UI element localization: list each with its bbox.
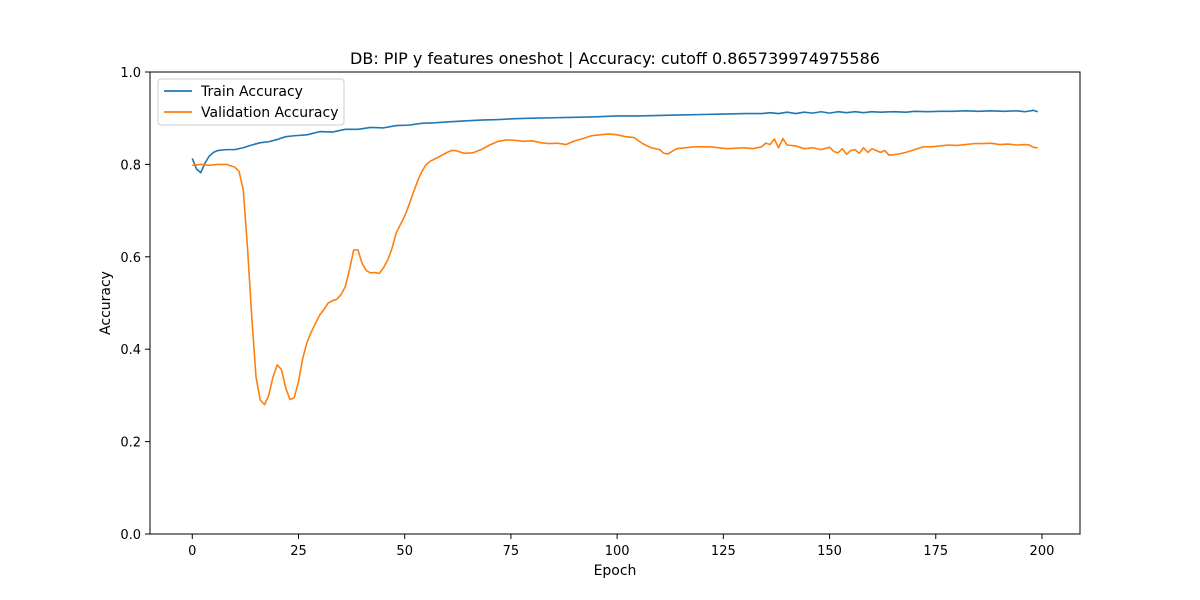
x-tick-label: 50	[396, 544, 413, 559]
legend: Train Accuracy Validation Accuracy	[157, 78, 345, 126]
x-tick-label: 200	[1030, 544, 1055, 559]
y-tick-label: 1.0	[120, 66, 141, 81]
y-tick-label: 0.2	[120, 436, 141, 451]
x-axis-label: Epoch	[594, 563, 637, 579]
legend-label: Validation Accuracy	[201, 105, 339, 121]
y-axis-ticks: 0.0 0.2 0.4 0.6 0.8 1.0	[120, 66, 150, 543]
chart-title: DB: PIP y features oneshot | Accuracy: c…	[350, 49, 880, 68]
series-line-validation-accuracy	[192, 133, 1038, 406]
y-tick-label: 0.0	[120, 528, 141, 543]
x-tick-label: 100	[605, 544, 630, 559]
x-tick-label: 150	[817, 544, 842, 559]
legend-box	[157, 78, 345, 126]
y-axis-label: Accuracy	[98, 271, 114, 335]
x-tick-label: 125	[711, 544, 736, 559]
legend-label: Train Accuracy	[200, 84, 303, 100]
x-tick-label: 75	[503, 544, 520, 559]
y-tick-label: 0.8	[120, 158, 141, 173]
series-line-train-accuracy	[191, 109, 1038, 174]
axes-frame	[149, 71, 1081, 535]
x-tick-label: 0	[188, 544, 196, 559]
x-tick-label: 175	[923, 544, 948, 559]
series-group	[191, 109, 1038, 406]
y-tick-label: 0.4	[120, 343, 141, 358]
y-tick-label: 0.6	[120, 251, 141, 266]
x-axis-ticks: 0 25 50 75 100 125 150 175 200	[188, 534, 1054, 559]
x-tick-label: 25	[290, 544, 307, 559]
